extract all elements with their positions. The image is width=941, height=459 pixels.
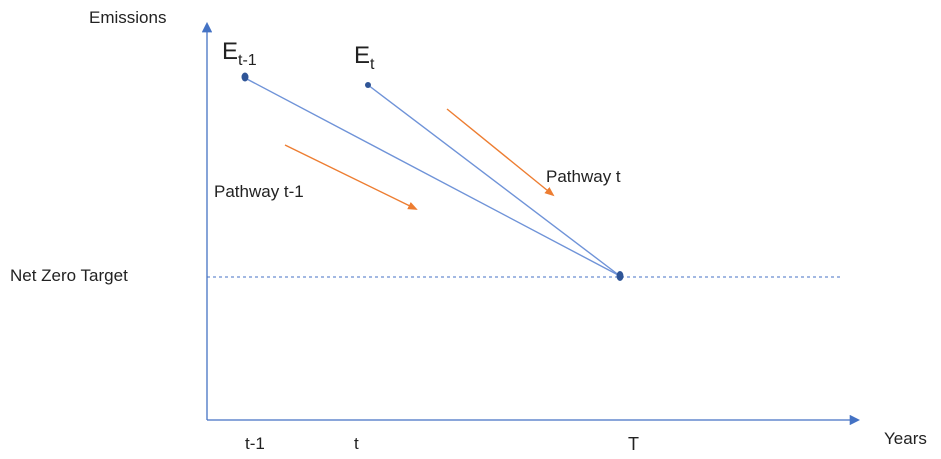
pathway-t-1-arrow <box>284 144 418 210</box>
pathway-t-1-line <box>244 77 621 277</box>
pathway-t-line <box>367 84 621 277</box>
pathway-t-label: Pathway t <box>546 167 621 186</box>
x-tick-T: T <box>628 434 639 454</box>
point-e-t <box>365 82 371 88</box>
x-tick-t: t <box>354 434 359 453</box>
x-tick-t-1: t-1 <box>245 434 265 453</box>
label-e-t-base: E <box>354 42 371 69</box>
point-target-t <box>616 271 624 281</box>
y-axis-label: Emissions <box>89 8 167 27</box>
point-e-t-1 <box>241 72 249 82</box>
net-zero-target-label: Net Zero Target <box>10 266 128 285</box>
x-axis-label: Years <box>884 429 927 448</box>
label-e-t-1: Et-1 <box>222 38 257 70</box>
label-e-t-1-base: E <box>222 38 239 65</box>
label-e-t-subscript: t <box>370 56 375 73</box>
label-e-t: Et <box>354 42 374 74</box>
pathway-t-1-label: Pathway t-1 <box>214 182 304 201</box>
pathway-t-arrow <box>446 108 555 197</box>
label-e-t-1-subscript: t-1 <box>238 52 257 69</box>
